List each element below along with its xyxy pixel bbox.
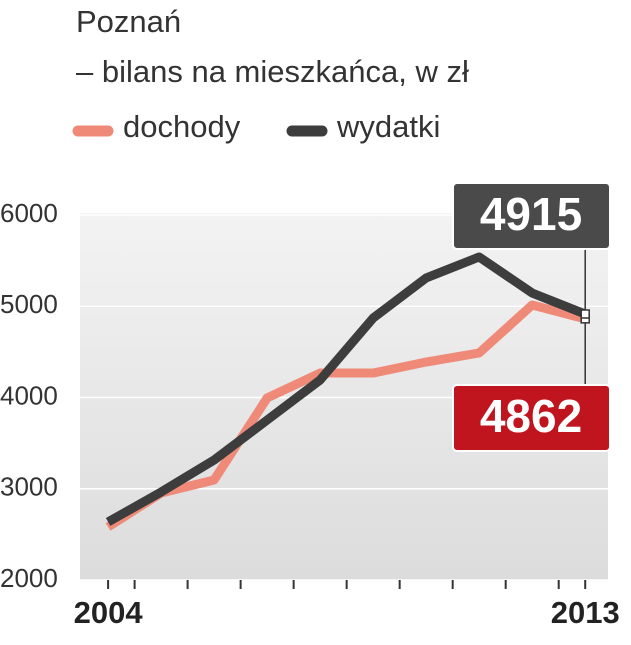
value-label-box xyxy=(452,182,611,250)
y-tick-label: 6000 xyxy=(0,198,58,228)
line xyxy=(105,300,587,531)
legend-label: wydatki xyxy=(336,109,440,144)
line xyxy=(105,252,587,526)
value-label: 4915 xyxy=(480,188,582,240)
x-tick-label: 2004 xyxy=(74,595,144,630)
y-tick-label: 2000 xyxy=(0,563,58,593)
y-tick-label: 5000 xyxy=(0,289,58,319)
chart-subtitle: – bilans na mieszkańca, w zł xyxy=(76,54,469,89)
y-tick-label: 4000 xyxy=(0,380,58,410)
legend-label: dochody xyxy=(123,109,241,144)
y-tick-label: 3000 xyxy=(0,472,58,502)
value-label-box xyxy=(452,384,611,452)
value-label: 4862 xyxy=(480,390,582,442)
x-tick-label: 2013 xyxy=(551,595,620,630)
chart-title: Poznań xyxy=(76,4,181,39)
end-marker xyxy=(580,309,590,319)
